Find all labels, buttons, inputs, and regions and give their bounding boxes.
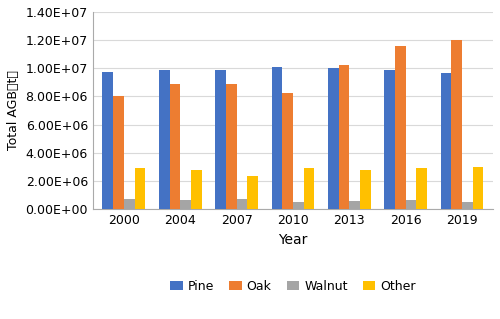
Bar (384, 70, 395, 209)
Bar (473, 167, 484, 209)
Bar (395, 46, 406, 209)
Bar (170, 84, 180, 209)
Bar (440, 73, 452, 209)
Bar (215, 70, 226, 209)
Legend: Pine, Oak, Walnut, Other: Pine, Oak, Walnut, Other (166, 275, 420, 298)
X-axis label: Year: Year (278, 233, 308, 247)
Bar (226, 85, 236, 209)
Bar (304, 167, 314, 209)
Bar (282, 93, 293, 209)
Bar (134, 168, 145, 209)
Bar (159, 70, 170, 209)
Bar (350, 201, 360, 209)
Bar (328, 68, 338, 209)
Bar (113, 96, 124, 209)
Bar (293, 202, 304, 209)
Bar (191, 170, 202, 209)
Y-axis label: Total AGB（t）: Total AGB（t） (7, 70, 20, 151)
Bar (360, 170, 370, 209)
Bar (462, 202, 473, 209)
Bar (452, 40, 462, 209)
Bar (416, 167, 427, 209)
Bar (102, 72, 113, 209)
Bar (180, 200, 191, 209)
Bar (236, 198, 248, 209)
Bar (272, 67, 282, 209)
Bar (338, 65, 349, 209)
Bar (124, 199, 134, 209)
Bar (248, 176, 258, 209)
Bar (406, 200, 416, 209)
